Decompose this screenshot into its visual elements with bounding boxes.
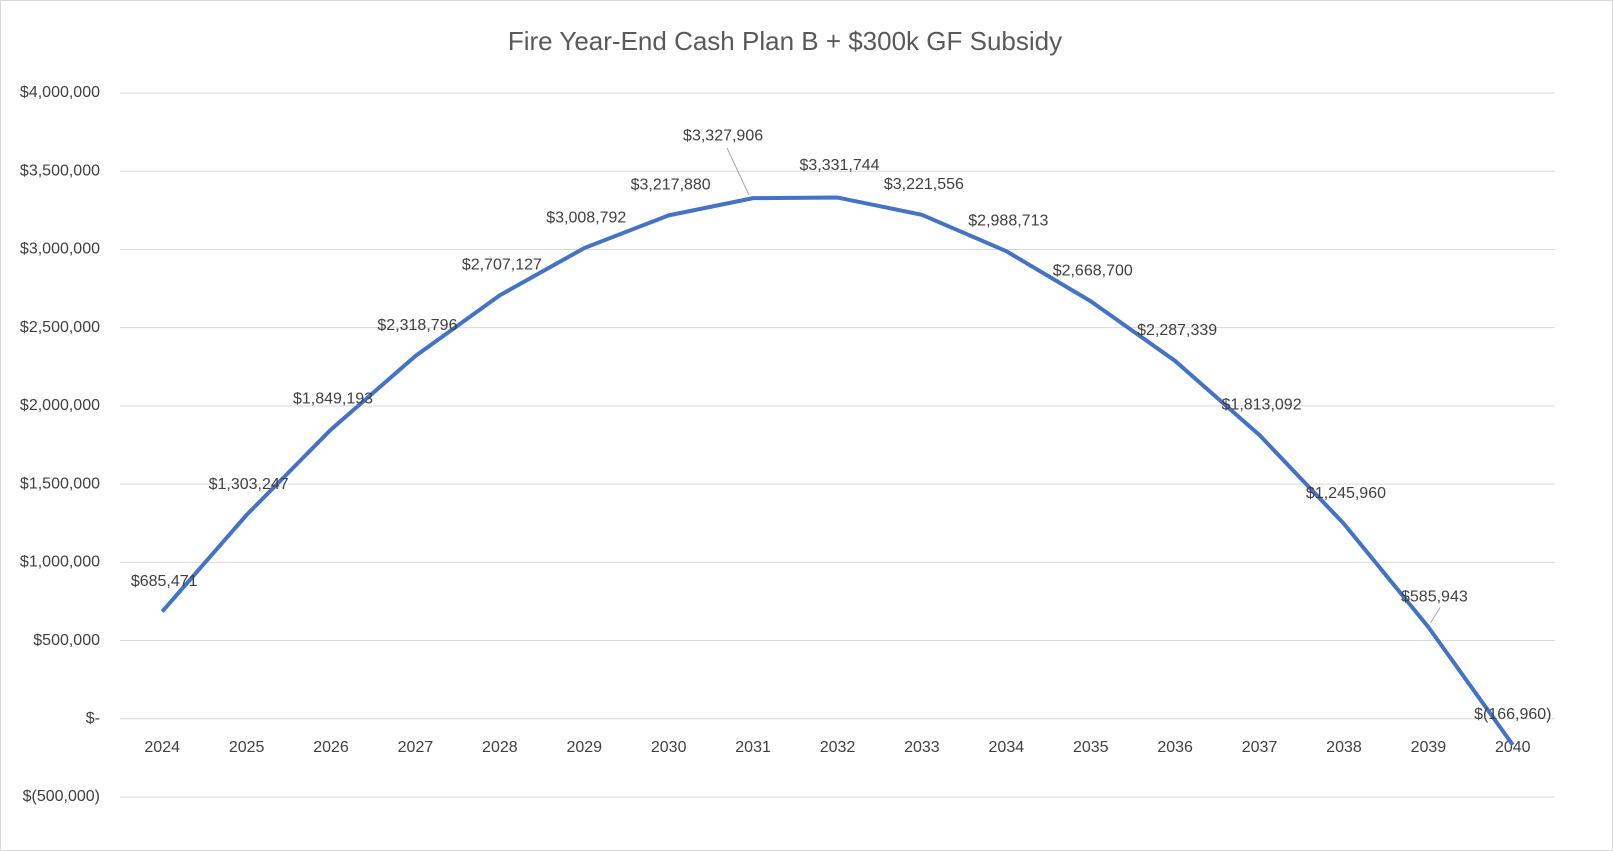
x-tick-label: 2028	[482, 739, 518, 756]
data-label: $585,943	[1401, 588, 1468, 605]
x-tick-label: 2026	[313, 739, 349, 756]
x-tick-label: 2031	[735, 739, 771, 756]
x-tick-label: 2032	[820, 739, 856, 756]
x-tick-label: 2024	[144, 739, 180, 756]
y-tick-label: $3,500,000	[20, 162, 100, 179]
leader-line	[1429, 606, 1441, 624]
x-tick-label: 2030	[651, 739, 687, 756]
leader-line	[726, 147, 750, 196]
data-label: $1,813,092	[1222, 396, 1302, 413]
data-label: $3,327,906	[683, 127, 763, 144]
x-tick-label: 2033	[904, 739, 940, 756]
y-tick-label: $3,000,000	[20, 241, 100, 258]
x-tick-label: 2029	[566, 739, 602, 756]
data-label: $1,849,193	[293, 391, 373, 408]
data-label: $2,707,127	[462, 256, 542, 273]
y-tick-label: $(500,000)	[23, 788, 100, 805]
data-label: $3,217,880	[631, 177, 711, 194]
y-tick-label: $2,000,000	[20, 397, 100, 414]
y-tick-label: $500,000	[33, 632, 100, 649]
y-tick-label: $4,000,000	[20, 84, 100, 101]
x-tick-label: 2038	[1326, 739, 1362, 756]
chart-title: Fire Year-End Cash Plan B + $300k GF Sub…	[508, 26, 1062, 56]
x-tick-label: 2027	[398, 739, 434, 756]
data-label: $2,318,796	[377, 317, 457, 334]
y-tick-label: $-	[86, 710, 100, 727]
x-tick-label: 2035	[1073, 739, 1109, 756]
data-label: $685,471	[131, 573, 198, 590]
data-label: $3,008,792	[546, 209, 626, 226]
data-label: $2,988,713	[968, 212, 1048, 229]
x-tick-label: 2025	[229, 739, 265, 756]
y-tick-label: $1,500,000	[20, 475, 100, 492]
data-label: $(166,960)	[1474, 706, 1551, 723]
x-tick-label: 2036	[1157, 739, 1193, 756]
x-tick-label: 2040	[1495, 739, 1531, 756]
y-tick-label: $2,500,000	[20, 319, 100, 336]
x-tick-label: 2037	[1242, 739, 1278, 756]
data-label: $2,287,339	[1137, 322, 1217, 339]
data-label: $1,303,247	[209, 476, 289, 493]
y-tick-label: $1,000,000	[20, 554, 100, 571]
data-label: $3,331,744	[799, 157, 879, 174]
data-line	[160, 195, 1515, 747]
x-tick-label: 2039	[1411, 739, 1447, 756]
x-tick-label: 2034	[989, 739, 1025, 756]
data-label: $1,245,960	[1306, 485, 1386, 502]
data-label: $2,668,700	[1053, 262, 1133, 279]
data-label: $3,221,556	[884, 176, 964, 193]
